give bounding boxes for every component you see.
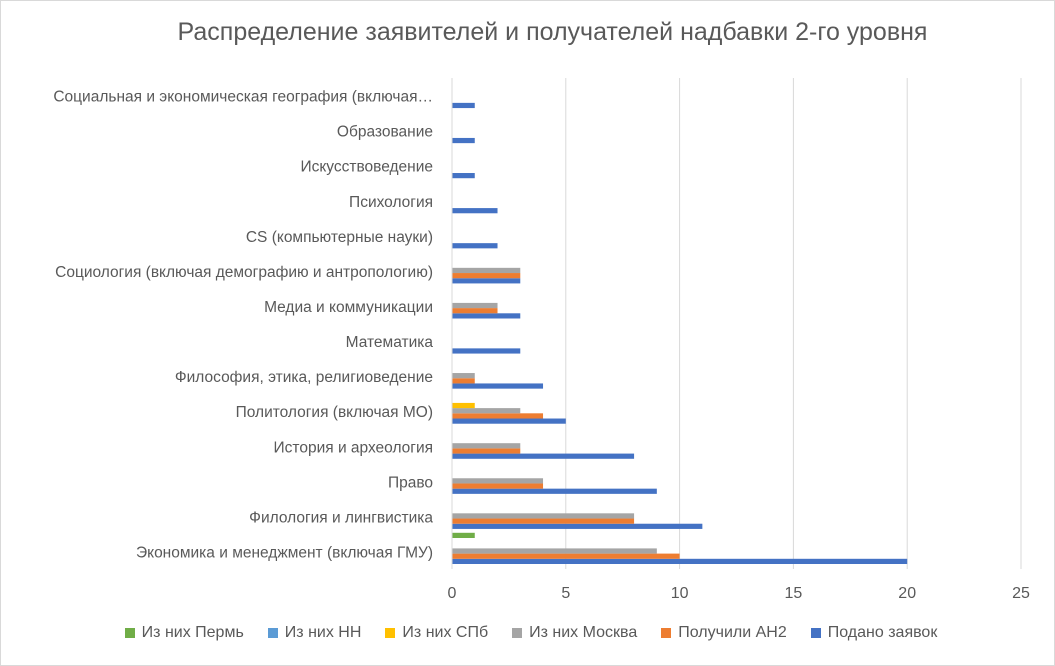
- x-tick-label: 25: [1012, 585, 1030, 602]
- category-label: История и археология: [274, 439, 433, 456]
- bar: [452, 443, 521, 449]
- legend-item: Из них Москва: [512, 624, 637, 642]
- x-tick-label: 0: [448, 585, 457, 602]
- bar: [452, 402, 475, 409]
- legend-swatch: [267, 628, 278, 638]
- bar: [452, 348, 521, 354]
- legend-swatch: [661, 628, 672, 638]
- bar: [452, 548, 657, 554]
- category-label: Образование: [337, 124, 433, 141]
- bar: [452, 478, 544, 484]
- legend-label: Из них Пермь: [141, 624, 244, 641]
- bar: [452, 523, 703, 529]
- bar: [452, 243, 498, 249]
- bar: [452, 137, 475, 144]
- x-tick-label: 5: [561, 585, 570, 602]
- legend-item: Подано заявок: [810, 624, 938, 642]
- bar: [452, 313, 521, 319]
- legend-item: Из них СПб: [385, 624, 488, 642]
- legend-label: Получили АН2: [678, 624, 787, 641]
- bar: [452, 483, 544, 489]
- bar: [452, 208, 498, 214]
- legend-swatch: [810, 628, 821, 638]
- x-tick-label: 10: [671, 585, 689, 602]
- bar: [452, 173, 475, 179]
- bar: [452, 273, 521, 279]
- bar: [452, 378, 475, 384]
- category-label: CS (компьютерные науки): [246, 229, 433, 246]
- bar: [452, 418, 566, 424]
- legend-label: Подано заявок: [827, 624, 938, 641]
- legend: Из них Пермь Из них НН Из них СПб Из них Мо…: [0, 624, 1055, 642]
- bar: [452, 413, 544, 419]
- bar: [452, 518, 635, 524]
- bar: [452, 513, 635, 519]
- category-label: Право: [388, 474, 433, 491]
- category-label: Философия, этика, религиоведение: [175, 369, 433, 386]
- chart-title: Распределение заявителей и получателей н…: [177, 18, 928, 46]
- category-label: Филология и лингвистика: [249, 509, 433, 526]
- category-label: Социальная и экономическая география (вк…: [53, 89, 433, 106]
- bar: [452, 553, 680, 559]
- bar: [452, 102, 475, 109]
- bar: [452, 558, 908, 564]
- bar: [452, 448, 521, 454]
- bar: [452, 267, 521, 274]
- bar: [452, 302, 498, 309]
- x-tick-label: 15: [785, 585, 803, 602]
- category-label: Искусствоведение: [300, 159, 433, 176]
- bar: [452, 453, 635, 459]
- bar: [452, 532, 475, 538]
- legend-item: Из них НН: [267, 624, 362, 642]
- bar: [452, 308, 498, 314]
- legend-label: Из них СПб: [402, 624, 489, 641]
- bar: [452, 488, 657, 494]
- category-label: Математика: [346, 334, 434, 351]
- legend-swatch: [385, 628, 396, 638]
- legend-label: Из них Москва: [529, 624, 638, 641]
- legend-swatch: [124, 628, 135, 638]
- bar: [452, 408, 521, 414]
- x-tick-label: 20: [898, 585, 916, 602]
- category-label: Социология (включая демографию и антропо…: [55, 264, 433, 281]
- category-label: Психология: [349, 194, 433, 211]
- category-label: Политология (включая МО): [236, 404, 433, 421]
- category-label: Экономика и менеджмент (включая ГМУ): [136, 544, 433, 561]
- bar: [452, 373, 475, 379]
- bar: [452, 278, 521, 284]
- category-label: Медиа и коммуникации: [264, 299, 433, 316]
- legend-swatch: [512, 628, 523, 638]
- legend-label: Из них НН: [284, 624, 362, 641]
- bar: [452, 383, 544, 389]
- legend-item: Из них Пермь: [124, 624, 244, 642]
- legend-item: Получили АН2: [661, 624, 787, 642]
